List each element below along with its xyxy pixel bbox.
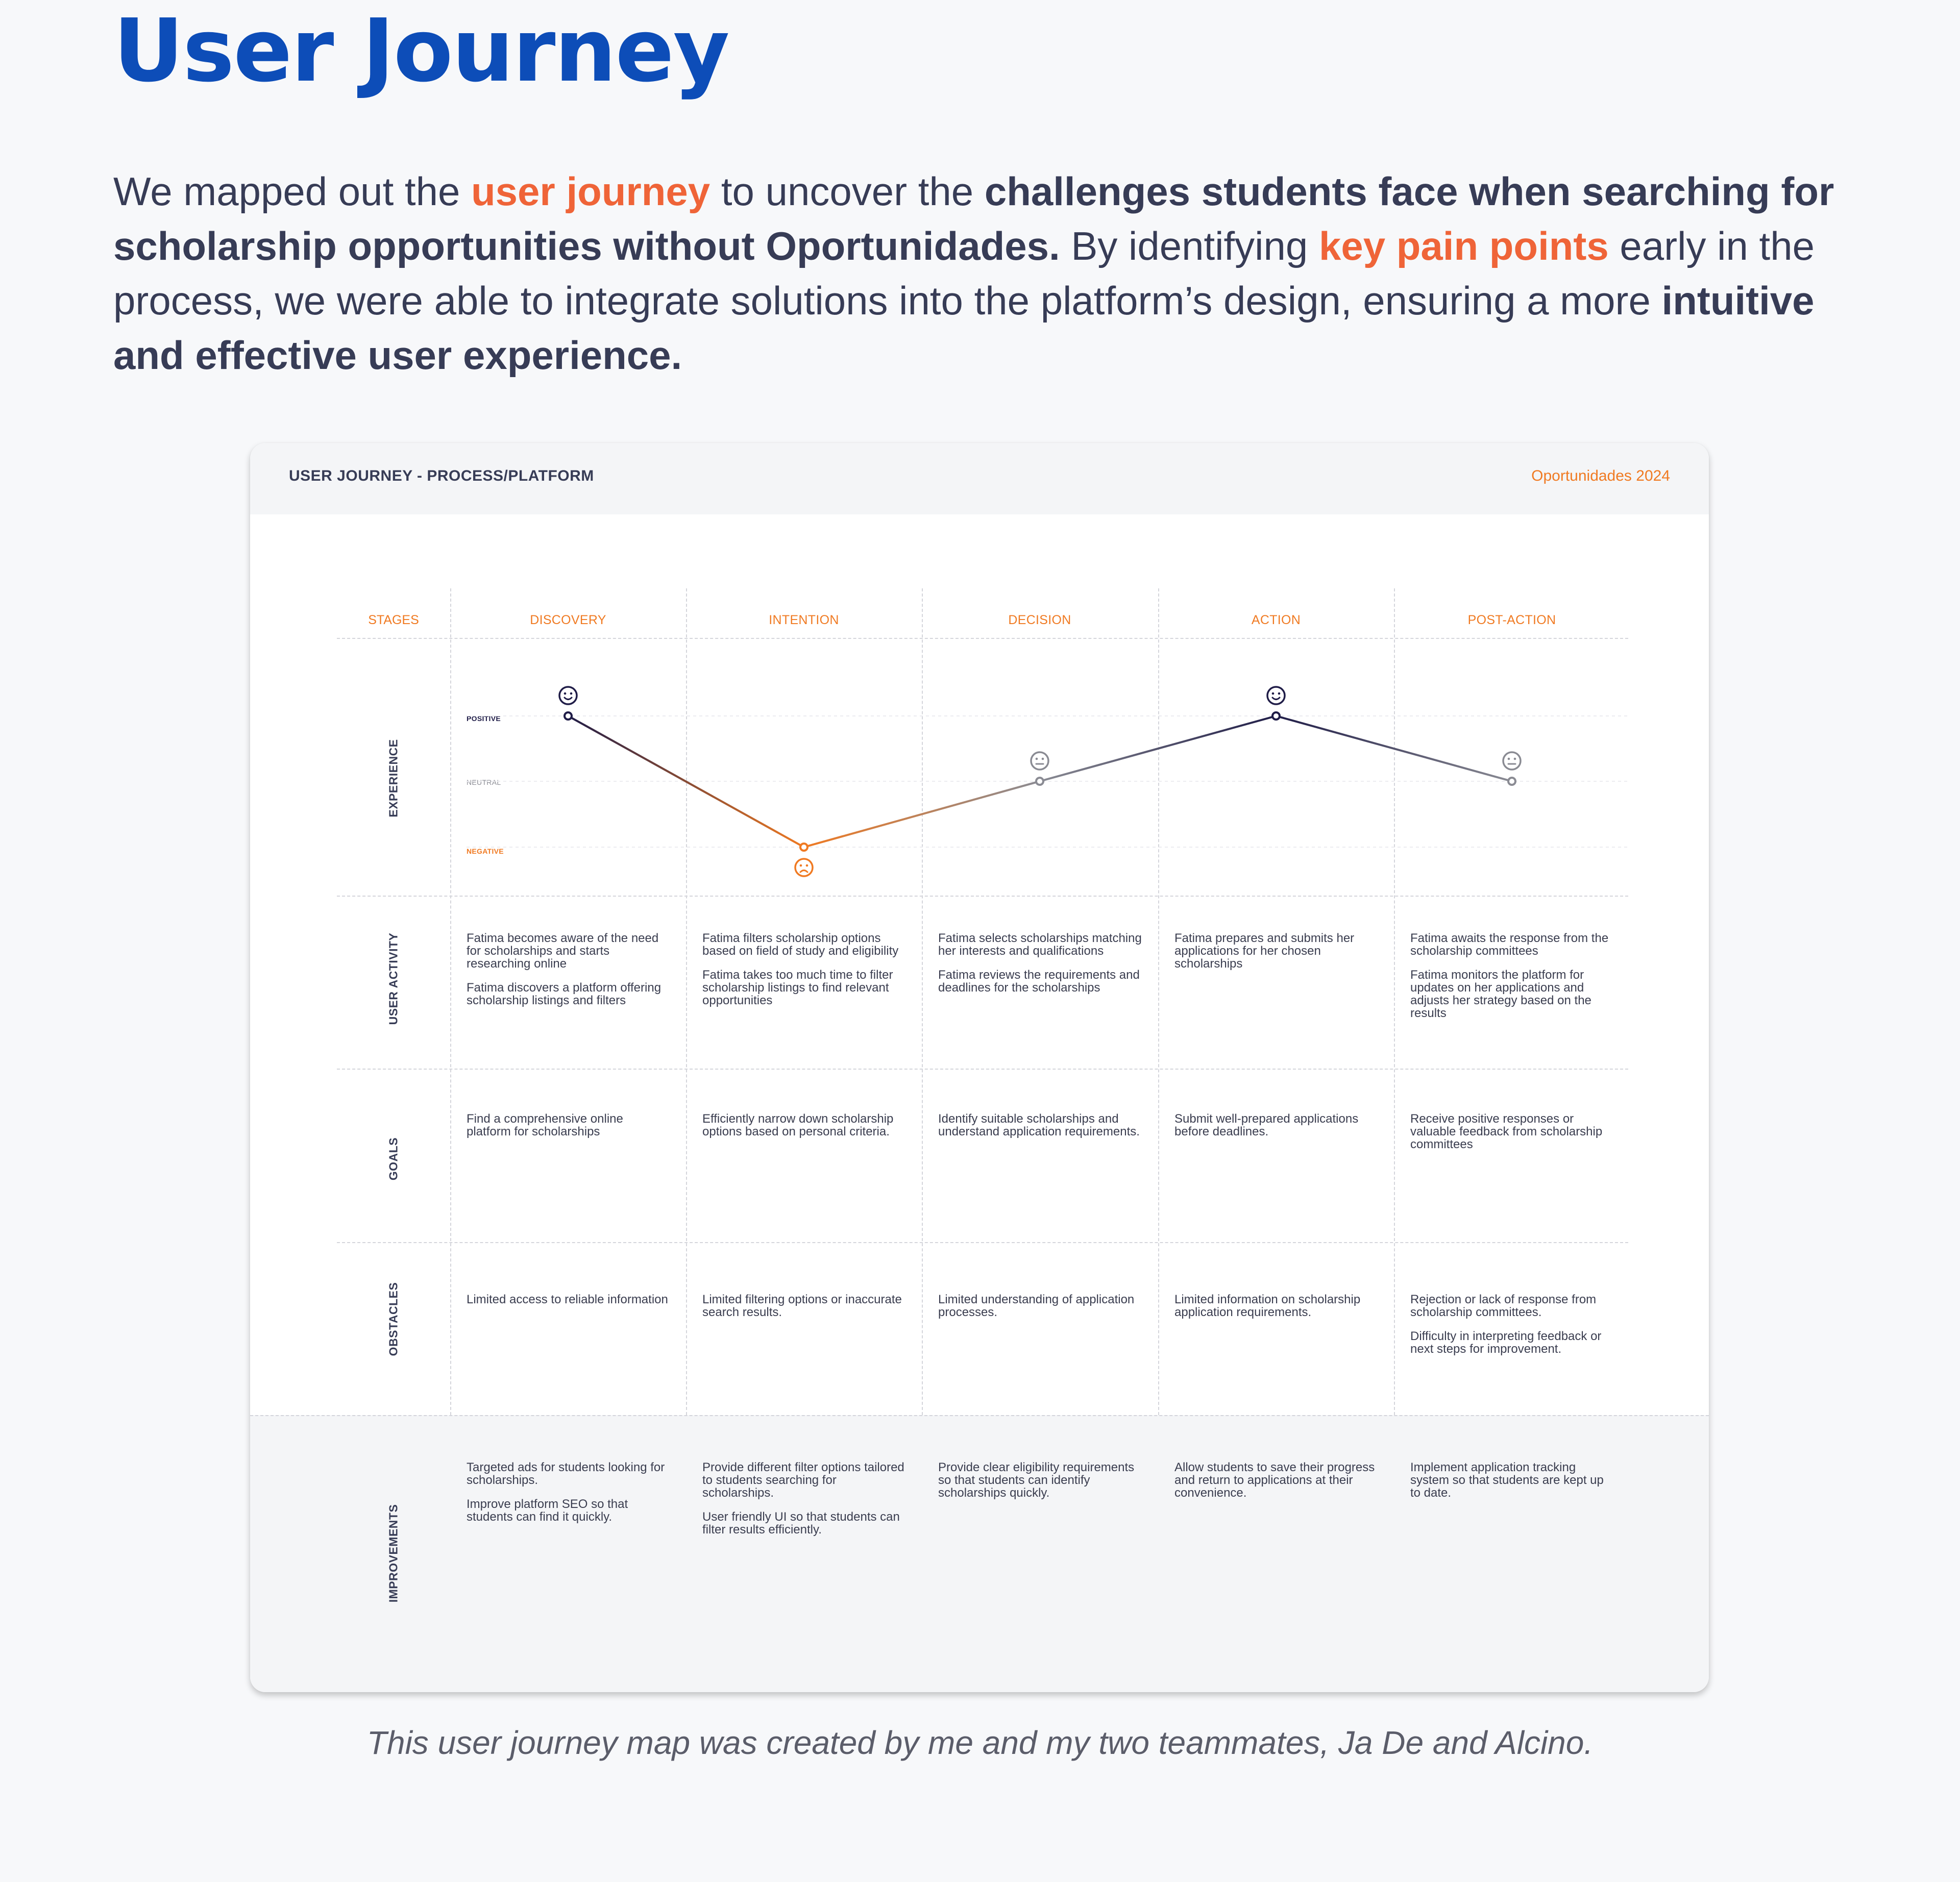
improvements-cell: Targeted ads for students looking for sc… [467,1461,671,1534]
obstacles-cell: Rejection or lack of response from schol… [1410,1293,1614,1367]
journey-point-intention [794,843,814,877]
stage-post-action: POST-ACTION [1467,613,1556,627]
obstacles-item: Limited filtering options or inaccurate … [702,1293,902,1319]
improvements-item: Provide clear eligibility requirements s… [938,1460,1135,1500]
journey-line-segment [1039,715,1277,782]
journey-point-discovery [558,686,578,721]
activity-item: Fatima reviews the requirements and dead… [938,968,1140,995]
activity-cell: Fatima awaits the response from the scho… [1410,932,1614,1031]
stages-label: STAGES [368,613,419,627]
intro-paragraph: We mapped out the user journey to uncove… [113,164,1839,383]
row-label-obstacles: OBSTACLES [386,1282,400,1356]
stage-intention: INTENTION [769,613,839,627]
journey-point-post-action [1502,751,1522,786]
happy-face-icon [1266,686,1286,705]
activity-cell: Fatima becomes aware of the need for sch… [467,932,671,1018]
obstacles-item: Limited access to reliable information [467,1293,668,1306]
level-negative: NEGATIVE [467,847,504,855]
intro-text: We mapped out the [113,169,472,214]
neutral-face-icon [1030,751,1049,771]
improvements-cell: Provide different filter options tailore… [702,1461,906,1547]
improvements-band [250,1415,1709,1692]
activity-item: Fatima takes too much time to filter sch… [702,968,893,1007]
obstacles-cell: Limited information on scholarship appli… [1174,1293,1379,1330]
page-title: User Journey [113,1,730,102]
level-neutral: NEUTRAL [467,778,501,786]
grid-line [337,1069,1628,1070]
activity-item: Fatima becomes aware of the need for sch… [467,931,659,971]
activity-item: Fatima selects scholarships matching her… [938,931,1142,958]
improvements-item: Improve platform SEO so that students ca… [467,1497,628,1524]
intro-text: intuitive and effective user experience. [113,278,1815,378]
goals-item: Identify suitable scholarships and under… [938,1112,1140,1138]
goals-item: Submit well-prepared applications before… [1174,1112,1359,1138]
improvements-item: Targeted ads for students looking for sc… [467,1460,665,1487]
goals-cell: Find a comprehensive online platform for… [467,1112,671,1149]
neutral-face-icon [1502,751,1522,771]
journey-line-segment [1276,715,1512,782]
improvements-cell: Allow students to save their progress an… [1174,1461,1379,1510]
activity-cell: Fatima prepares and submits her applicat… [1174,932,1379,981]
row-label-improvements: IMPROVEMENTS [386,1504,400,1603]
obstacles-cell: Limited access to reliable information [467,1293,671,1317]
activity-item: Fatima awaits the response from the scho… [1410,931,1609,958]
card-brand: Oportunidades 2024 [1531,467,1670,484]
activity-cell: Fatima selects scholarships matching her… [938,932,1142,1005]
journey-point-action [1266,686,1286,721]
improvements-item: Provide different filter options tailore… [702,1460,904,1500]
row-label-goals: GOALS [386,1137,400,1181]
goals-cell: Identify suitable scholarships and under… [938,1112,1142,1149]
grid-line [337,1242,1628,1243]
improvements-item: User friendly UI so that students can fi… [702,1510,900,1537]
goals-item: Efficiently narrow down scholarship opti… [702,1112,894,1138]
intro-text: challenges students face when searching … [113,169,1834,268]
card-header: USER JOURNEY - PROCESS/PLATFORM Oportuni… [250,443,1709,514]
goals-cell: Submit well-prepared applications before… [1174,1112,1379,1149]
journey-line-segment [803,780,1040,848]
improvements-cell: Implement application tracking system so… [1410,1461,1614,1510]
activity-item: Fatima prepares and submits her applicat… [1174,931,1355,971]
obstacles-item: Rejection or lack of response from schol… [1410,1293,1597,1319]
activity-item: Fatima filters scholarship options based… [702,931,899,958]
goals-cell: Efficiently narrow down scholarship opti… [702,1112,906,1149]
journey-point-decision [1030,751,1049,786]
obstacles-item: Difficulty in interpreting feedback or n… [1410,1329,1602,1356]
stage-decision: DECISION [1008,613,1071,627]
obstacles-item: Limited understanding of application pro… [938,1293,1135,1319]
intro-text: key pain points [1318,224,1609,268]
card-title: USER JOURNEY - PROCESS/PLATFORM [289,467,594,484]
obstacles-item: Limited information on scholarship appli… [1174,1293,1361,1319]
happy-face-icon [558,686,578,705]
goals-item: Find a comprehensive online platform for… [467,1112,623,1138]
intro-text: By identifying [1060,224,1319,268]
sad-face-icon [794,858,814,877]
intro-text: user journey [471,169,710,214]
improvements-cell: Provide clear eligibility requirements s… [938,1461,1142,1510]
goals-cell: Receive positive responses or valuable f… [1410,1112,1614,1162]
intro-text: to uncover the [710,169,985,214]
journey-map-card: USER JOURNEY - PROCESS/PLATFORM Oportuni… [250,443,1709,1692]
obstacles-cell: Limited understanding of application pro… [938,1293,1142,1330]
stage-action: ACTION [1251,613,1301,627]
activity-cell: Fatima filters scholarship options based… [702,932,906,1018]
experience-chart [467,686,1628,877]
intro-text: early in the process, we were able to in… [113,224,1815,323]
stage-discovery: DISCOVERY [530,613,606,627]
caption: This user journey map was created by me … [366,1724,1594,1761]
goals-item: Receive positive responses or valuable f… [1410,1112,1603,1151]
activity-item: Fatima monitors the platform for updates… [1410,968,1591,1020]
journey-line-segment [568,715,804,848]
obstacles-cell: Limited filtering options or inaccurate … [702,1293,906,1330]
improvements-item: Implement application tracking system so… [1410,1460,1604,1500]
activity-item: Fatima discovers a platform offering sch… [467,981,662,1007]
improvements-item: Allow students to save their progress an… [1174,1460,1375,1500]
